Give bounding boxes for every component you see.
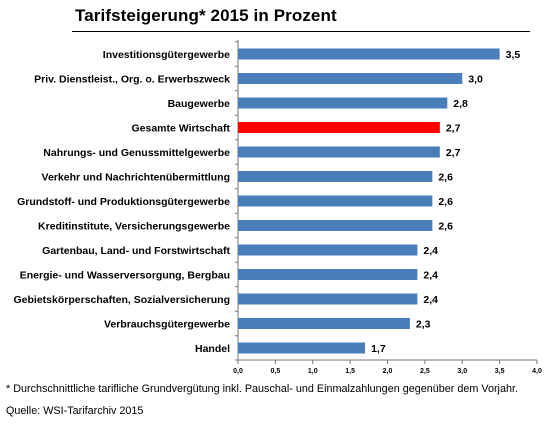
source-note: Quelle: WSI-Tarifarchiv 2015 (6, 405, 144, 417)
category-label: Verkehr und Nachrichtenübermittlung (42, 172, 230, 184)
category-label: Grundstoff- und Produktionsgütergewerbe (17, 196, 230, 208)
value-label: 3,0 (468, 74, 483, 86)
x-tick-label: 1,0 (308, 368, 318, 375)
bar (238, 318, 410, 329)
x-tick-label: 1,5 (345, 368, 355, 375)
category-label: Gartenbau, Land- und Forstwirtschaft (42, 245, 230, 257)
bar (238, 293, 418, 305)
category-label: Gebietskörperschaften, Sozialversicherun… (14, 294, 231, 306)
bar-chart: Investitionsgütergewerbe 3,5 Priv. Dienstl… (14, 40, 542, 375)
value-label: 2,3 (416, 319, 431, 331)
bar (238, 73, 463, 84)
category-label: Verbrauchsgütergewerbe (104, 319, 230, 331)
value-label: 2,8 (453, 98, 468, 110)
category-label: Priv. Dienstleist., Org. o. Erwerbszweck (34, 74, 230, 86)
bar (238, 342, 366, 354)
bar (238, 244, 418, 256)
bar-highlight (238, 122, 440, 133)
category-label: Investitionsgütergewerbe (103, 49, 230, 61)
category-label: Kreditinstitute, Versicherungsgewerbe (38, 221, 230, 233)
bar (238, 146, 440, 158)
x-tick-label: 2,0 (383, 368, 393, 375)
x-tick-label: 0,0 (233, 368, 243, 375)
category-label: Nahrungs- und Genussmittelgewerbe (43, 147, 230, 159)
bar (238, 220, 433, 231)
x-tick-label: 4,0 (532, 368, 542, 375)
title-underline (72, 31, 530, 32)
chart-title: Tarifsteigerung* 2015 in Prozent (75, 6, 337, 25)
category-label: Gesamte Wirtschaft (131, 123, 230, 135)
value-label: 2,7 (446, 147, 461, 159)
category-label: Energie- und Wasserversorgung, Bergbau (20, 270, 230, 282)
value-label: 2,4 (423, 294, 438, 306)
value-label: 2,7 (446, 123, 461, 135)
value-label: 3,5 (506, 49, 521, 61)
x-tick-label: 3,0 (457, 368, 467, 375)
value-label: 2,6 (438, 172, 453, 184)
x-tick-label: 3,5 (495, 368, 505, 375)
value-label: 2,4 (423, 270, 438, 282)
bar (238, 48, 500, 60)
value-label: 2,6 (438, 196, 453, 208)
x-tick-label: 2,5 (420, 368, 430, 375)
bar (238, 97, 448, 109)
value-label: 2,6 (438, 221, 453, 233)
bar (238, 269, 418, 280)
footnote: * Durchschnittliche tarifliche Grundverg… (6, 383, 518, 395)
value-label: 1,7 (371, 343, 386, 355)
bar (238, 195, 433, 207)
value-label: 2,4 (423, 245, 438, 257)
bar (238, 171, 433, 182)
category-label: Baugewerbe (168, 98, 231, 110)
category-label: Handel (195, 343, 230, 355)
x-tick-label: 0,5 (271, 368, 281, 375)
